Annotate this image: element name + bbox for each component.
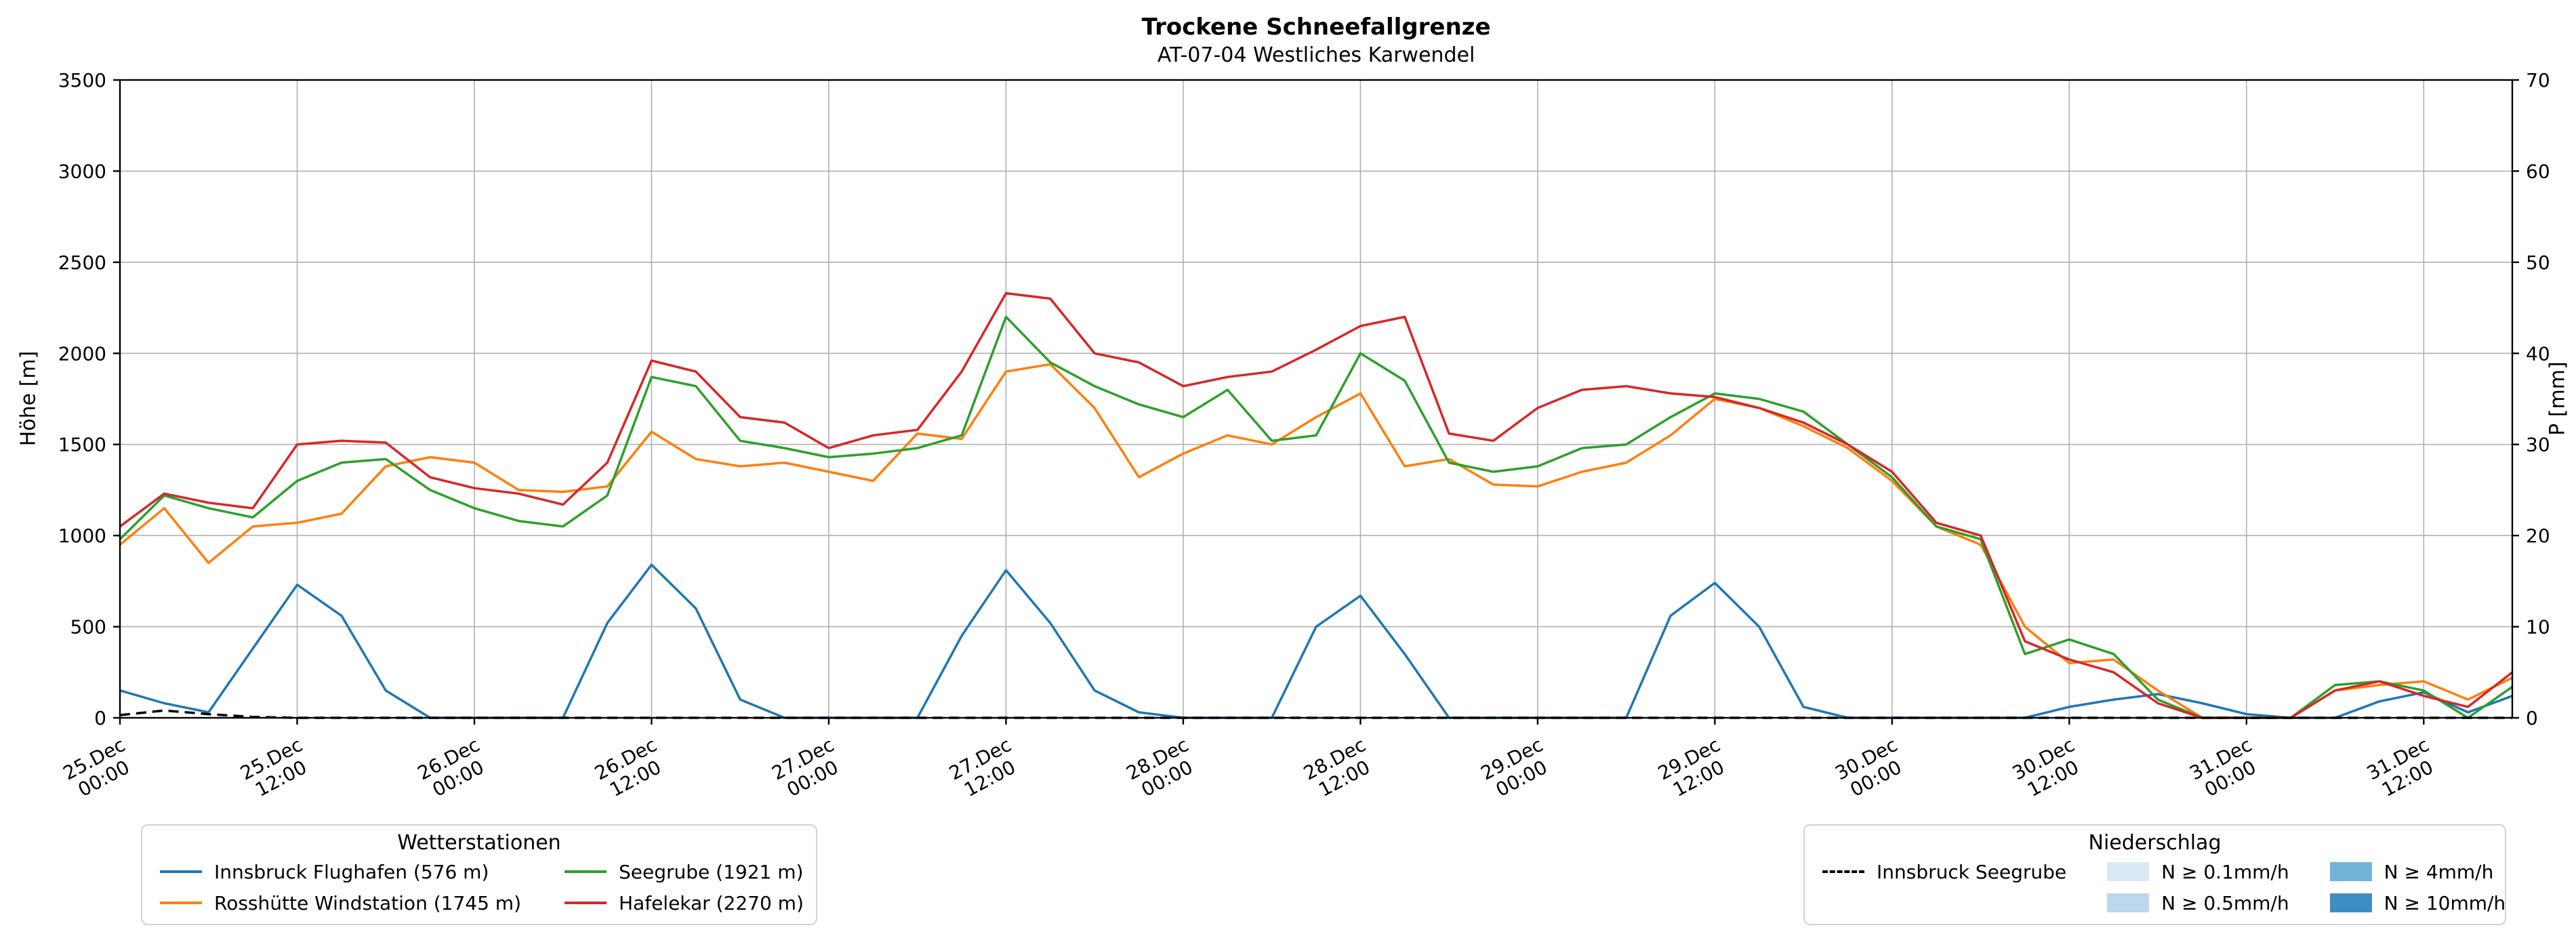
- line-swatch-blue: [160, 870, 202, 873]
- dashed-line-swatch: [1822, 870, 1864, 873]
- legend-item-n01: N ≥ 0.1mm/h: [2107, 860, 2289, 883]
- legend-label: N ≥ 0.1mm/h: [2161, 860, 2289, 883]
- axis-ticks: [113, 79, 2519, 725]
- svg-text:1000: 1000: [58, 525, 106, 547]
- legend-label: Innsbruck Seegrube: [1877, 860, 2067, 883]
- precip-col-3: N ≥ 4mm/h N ≥ 10mm/h: [2329, 860, 2506, 914]
- legend-label: Rosshütte Windstation (1745 m): [214, 891, 521, 914]
- legend-precip-title: Niederschlag: [2088, 831, 2222, 855]
- chart-title: Trockene Schneefallgrenze: [1141, 14, 1491, 41]
- gridlines: [119, 79, 2512, 718]
- svg-text:0: 0: [94, 707, 106, 729]
- legend-item-n4: N ≥ 4mm/h: [2329, 860, 2506, 883]
- legend-item-hafelekar: Hafelekar (2270 m): [565, 891, 804, 914]
- svg-text:500: 500: [70, 616, 106, 639]
- precip-patch-0.5mm: [2107, 893, 2150, 912]
- y-axis-label-right: P [mm]: [2546, 361, 2570, 436]
- line-innsbruck-seegrube: [119, 709, 2512, 719]
- svg-text:40: 40: [2526, 342, 2550, 365]
- svg-text:50: 50: [2526, 251, 2550, 274]
- precip-patch-0.1mm: [2107, 862, 2150, 881]
- line-hafelekar-2270-m: [119, 291, 2514, 719]
- y-tick-labels-right: 0 10 20 30 40 50 60 70: [2526, 69, 2550, 729]
- legend-label: N ≥ 4mm/h: [2384, 860, 2494, 883]
- legend-precip-columns: Innsbruck Seegrube N ≥ 0.1mm/h N ≥ 0.5mm…: [1822, 860, 2506, 914]
- legend-label: Innsbruck Flughafen (576 m): [214, 860, 489, 883]
- svg-text:2000: 2000: [58, 342, 106, 365]
- svg-text:60: 60: [2526, 160, 2550, 182]
- svg-text:10: 10: [2526, 616, 2550, 639]
- legend-item-innsbruck-flughafen: Innsbruck Flughafen (576 m): [160, 860, 521, 883]
- plot-border: [119, 79, 2514, 719]
- precip-patch-4mm: [2329, 862, 2372, 881]
- precip-col-1: Innsbruck Seegrube: [1822, 860, 2066, 883]
- legend-item-n05: N ≥ 0.5mm/h: [2107, 891, 2289, 914]
- svg-text:3000: 3000: [58, 160, 106, 182]
- legend-precipitation: Niederschlag Innsbruck Seegrube N ≥ 0.1m…: [1803, 824, 2506, 925]
- precip-col-2: N ≥ 0.1mm/h N ≥ 0.5mm/h: [2107, 860, 2289, 914]
- legend-item-n10: N ≥ 10mm/h: [2329, 891, 2506, 914]
- svg-text:2500: 2500: [58, 251, 106, 274]
- legend-label: N ≥ 10mm/h: [2384, 891, 2506, 914]
- svg-text:0: 0: [2526, 707, 2538, 729]
- svg-text:20: 20: [2526, 525, 2550, 547]
- y-tick-labels-left: 0 500 1000 1500 2000 2500 3000 3500: [58, 69, 106, 729]
- legend-stations-title: Wetterstationen: [397, 831, 561, 855]
- chart-subtitle: AT-07-04 Westliches Karwendel: [1157, 43, 1475, 67]
- legend-label: Hafelekar (2270 m): [619, 891, 804, 914]
- line-seegrube-1921-m: [119, 315, 2514, 719]
- legend-item-seegrube: Seegrube (1921 m): [565, 860, 804, 883]
- precip-patch-10mm: [2329, 893, 2372, 912]
- legend-stations-grid: Innsbruck Flughafen (576 m) Seegrube (19…: [160, 860, 804, 914]
- legend-weather-stations: Wetterstationen Innsbruck Flughafen (576…: [141, 824, 817, 925]
- legend-label: Seegrube (1921 m): [619, 860, 804, 883]
- svg-text:30: 30: [2526, 434, 2550, 456]
- legend-item-rosshuette: Rosshütte Windstation (1745 m): [160, 891, 521, 914]
- line-swatch-red: [565, 901, 607, 904]
- line-swatch-orange: [160, 901, 202, 904]
- legend-label: N ≥ 0.5mm/h: [2161, 891, 2289, 914]
- line-swatch-green: [565, 870, 607, 873]
- svg-text:3500: 3500: [58, 69, 106, 92]
- line-rossh-tte-windstation-1745-m: [119, 363, 2513, 719]
- svg-text:1500: 1500: [58, 434, 106, 456]
- legend-item-innsbruck-seegrube: Innsbruck Seegrube: [1822, 860, 2066, 883]
- svg-text:70: 70: [2526, 69, 2550, 92]
- series-lines: [119, 291, 2514, 719]
- y-axis-label-left: Höhe [m]: [16, 350, 41, 447]
